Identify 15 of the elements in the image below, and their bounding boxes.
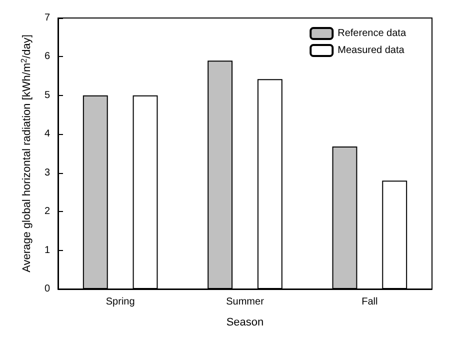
legend-label: Measured data [338, 45, 405, 56]
y-tick-label: 2 [44, 206, 50, 218]
x-tick-label: Summer [226, 296, 265, 308]
x-axis-title: Season [226, 316, 264, 328]
y-tick-label: 7 [44, 12, 50, 24]
x-tick-label: Fall [362, 296, 378, 308]
x-tick-label: Spring [106, 296, 135, 308]
y-tick-label: 1 [44, 244, 50, 256]
y-tick-label: 4 [44, 128, 50, 140]
y-axis-title: Average global horizontal radiation [kWh/m2/day] [20, 34, 33, 272]
y-tick-label: 5 [44, 90, 50, 101]
y-tick-label: 0 [44, 284, 50, 294]
legend-label: Reference data [338, 28, 406, 39]
y-tick-label: 6 [44, 51, 50, 62]
y-tick-label: 3 [44, 167, 50, 178]
